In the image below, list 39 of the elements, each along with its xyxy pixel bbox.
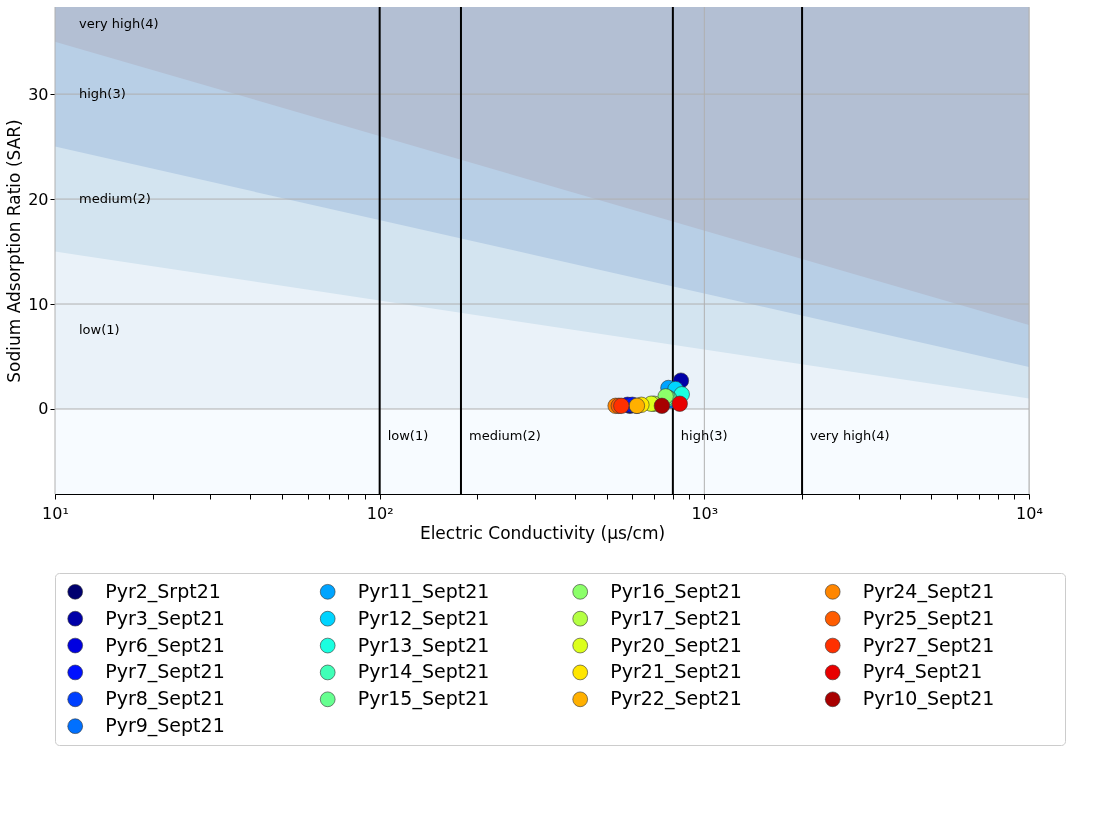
legend-label: Pyr10_Sept21 — [862, 687, 995, 711]
legend-label: Pyr24_Sept21 — [862, 579, 995, 603]
legend-label: Pyr12_Sept21 — [357, 606, 490, 630]
ref-line-label: very high(4) — [810, 427, 890, 443]
series-label: medium(2) — [79, 191, 151, 207]
series-label: very high(4) — [79, 16, 159, 32]
legend-label: Pyr15_Sept21 — [357, 687, 490, 711]
y-tick-label: 0 — [38, 399, 49, 419]
legend-label: Pyr20_Sept21 — [610, 633, 742, 657]
x-tick-label: 10³ — [691, 503, 719, 523]
x-axis-title: Electric Conductivity (μs/cm) — [419, 522, 666, 543]
legend-label: Pyr3_Sept21 — [105, 606, 225, 630]
legend-label: Pyr17_Sept21 — [610, 606, 742, 630]
legend-label: Pyr14_Sept21 — [357, 660, 490, 684]
series-label: high(3) — [79, 86, 126, 102]
legend-label: Pyr9_Sept21 — [105, 714, 225, 738]
y-axis-title: Sodium Adsorption Ratio (SAR) — [4, 119, 25, 383]
y-tick-label: 10 — [28, 294, 49, 314]
x-tick-label: 10² — [366, 503, 394, 523]
legend-label: Pyr22_Sept21 — [610, 687, 742, 711]
legend-label: Pyr7_Sept21 — [105, 660, 225, 684]
ref-line-label: low(1) — [387, 427, 429, 443]
legend-label: Pyr11_Sept21 — [357, 579, 490, 603]
x-tick-label: 10¹ — [42, 503, 69, 523]
legend-label: Pyr2_Srpt21 — [105, 579, 221, 603]
legend-label: Pyr16_Sept21 — [610, 579, 742, 603]
ref-line-label: medium(2) — [468, 427, 541, 443]
y-tick-label: 30 — [28, 84, 49, 104]
ref-line-label: high(3) — [680, 427, 728, 443]
y-tick-label: 20 — [28, 189, 49, 209]
series-label: low(1) — [79, 322, 120, 338]
x-tick-label: 10⁴ — [1016, 503, 1043, 523]
legend-label: Pyr13_Sept21 — [357, 633, 490, 657]
legend-label: Pyr27_Sept21 — [862, 633, 995, 657]
legend-label: Pyr25_Sept21 — [862, 606, 995, 630]
legend-label: Pyr8_Sept21 — [105, 687, 225, 711]
legend-label: Pyr4_Sept21 — [862, 660, 983, 684]
legend-label: Pyr21_Sept21 — [610, 660, 742, 684]
legend-label: Pyr6_Sept21 — [105, 633, 225, 657]
